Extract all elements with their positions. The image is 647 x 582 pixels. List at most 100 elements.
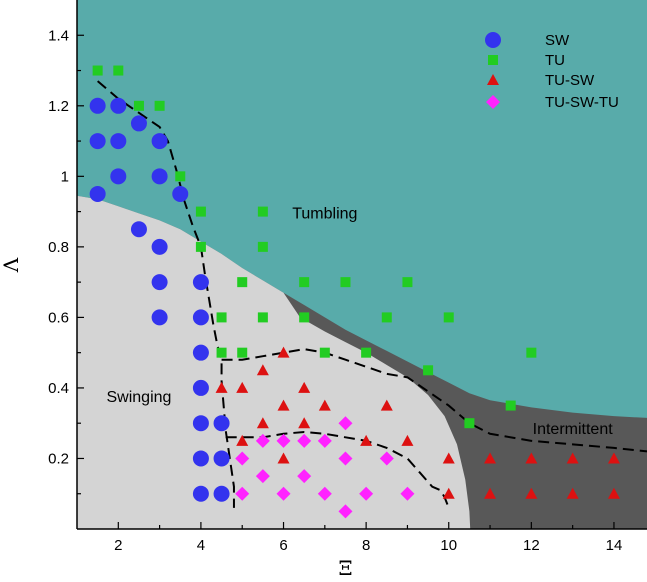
- data-point-tu-sw: [566, 487, 579, 499]
- axes: [76, 0, 647, 530]
- data-point-sw: [213, 415, 230, 432]
- data-point-sw: [89, 97, 106, 114]
- y-tick-label: 0.4: [48, 380, 69, 397]
- data-point-sw: [110, 168, 127, 185]
- data-point-tu-sw: [484, 452, 497, 464]
- data-point-tu-sw: [525, 452, 538, 464]
- data-point-sw: [151, 238, 168, 255]
- x-tick-label: 14: [606, 537, 623, 554]
- data-point-tu-sw-tu: [235, 486, 250, 501]
- data-point-tu-sw: [607, 452, 620, 464]
- data-point-tu: [319, 347, 330, 358]
- legend-marker-tu: [488, 55, 498, 65]
- x-tick-label: 8: [362, 537, 370, 554]
- region-label-swinging: Swinging: [106, 389, 171, 406]
- data-point-tu: [257, 312, 268, 323]
- data-point-tu: [154, 100, 165, 111]
- data-point-tu-sw: [256, 417, 269, 429]
- data-point-tu-sw: [442, 487, 455, 499]
- x-tick-label: 6: [279, 537, 287, 554]
- dashed-boundary-line: [97, 80, 235, 508]
- x-tick-label: 10: [440, 537, 457, 554]
- data-point-tu-sw: [236, 434, 249, 446]
- data-point-tu: [526, 347, 537, 358]
- data-markers: [89, 65, 620, 519]
- data-point-tu: [361, 347, 372, 358]
- data-point-tu: [257, 206, 268, 217]
- data-point-tu-sw-tu: [400, 486, 415, 501]
- data-point-tu: [464, 418, 475, 429]
- data-point-sw: [192, 379, 209, 396]
- data-point-tu-sw-tu: [317, 433, 332, 448]
- data-point-tu-sw: [380, 399, 393, 411]
- data-point-tu: [216, 347, 227, 358]
- legend: SW TU TU-SW TU-SW-TU: [485, 32, 619, 111]
- data-point-tu-sw: [236, 381, 249, 393]
- y-tick-label: 0.2: [48, 450, 69, 467]
- x-tick-label: 2: [114, 537, 122, 554]
- data-point-tu-sw-tu: [338, 504, 353, 519]
- data-point-tu-sw: [442, 452, 455, 464]
- data-point-tu: [216, 312, 227, 323]
- region-label-intermittent: Intermittent: [533, 421, 614, 438]
- data-point-sw: [172, 185, 189, 202]
- data-point-sw: [192, 344, 209, 361]
- data-point-tu-sw: [401, 434, 414, 446]
- legend-label-tu-sw: TU-SW: [545, 72, 595, 89]
- data-point-sw: [192, 485, 209, 502]
- data-point-tu-sw-tu: [338, 416, 353, 431]
- y-tick-label: 1: [61, 168, 69, 185]
- data-point-tu-sw: [484, 487, 497, 499]
- data-point-tu: [195, 241, 206, 252]
- data-point-tu-sw: [318, 399, 331, 411]
- y-axis-label: Λ: [0, 257, 23, 273]
- data-point-tu: [237, 277, 248, 288]
- data-point-tu: [299, 312, 310, 323]
- data-point-tu-sw: [298, 417, 311, 429]
- data-point-tu: [299, 277, 310, 288]
- data-point-tu-sw: [566, 452, 579, 464]
- data-point-tu-sw-tu: [297, 433, 312, 448]
- data-point-sw: [151, 168, 168, 185]
- data-point-tu-sw: [277, 452, 290, 464]
- x-axis-label: Ξ: [338, 556, 352, 580]
- data-point-tu: [340, 277, 351, 288]
- legend-marker-tu-sw: [487, 74, 499, 85]
- data-point-tu-sw: [277, 346, 290, 358]
- data-point-tu-sw-tu: [255, 433, 270, 448]
- data-point-tu: [175, 171, 186, 182]
- data-point-sw: [130, 221, 147, 238]
- data-point-tu: [133, 100, 144, 111]
- legend-marker-sw: [485, 32, 501, 48]
- region-label-tumbling: Tumbling: [292, 206, 357, 223]
- data-point-tu-sw-tu: [359, 486, 374, 501]
- legend-label-sw: SW: [545, 32, 570, 49]
- y-tick-label: 1.2: [48, 98, 69, 115]
- data-point-tu-sw-tu: [297, 469, 312, 484]
- data-point-tu: [423, 365, 434, 376]
- data-point-tu-sw: [360, 434, 373, 446]
- data-point-sw: [192, 309, 209, 326]
- data-point-tu: [381, 312, 392, 323]
- data-point-tu-sw-tu: [338, 451, 353, 466]
- data-point-sw: [192, 415, 209, 432]
- data-point-sw: [213, 450, 230, 467]
- data-point-tu-sw: [298, 381, 311, 393]
- data-point-sw: [192, 274, 209, 291]
- data-point-tu-sw: [525, 487, 538, 499]
- data-point-tu: [257, 241, 268, 252]
- y-tick-label: 1.4: [48, 27, 69, 44]
- y-tick-label: 0.8: [48, 239, 69, 256]
- data-point-tu-sw: [277, 399, 290, 411]
- data-point-sw: [110, 97, 127, 114]
- data-point-tu-sw: [215, 381, 228, 393]
- legend-label-tu: TU: [545, 52, 565, 69]
- legend-marker-tu-sw-tu: [486, 95, 500, 109]
- data-point-sw: [89, 185, 106, 202]
- x-tick-label: 4: [197, 537, 205, 554]
- data-point-sw: [151, 133, 168, 150]
- data-point-sw: [151, 274, 168, 291]
- data-point-tu-sw-tu: [255, 469, 270, 484]
- data-point-tu: [195, 206, 206, 217]
